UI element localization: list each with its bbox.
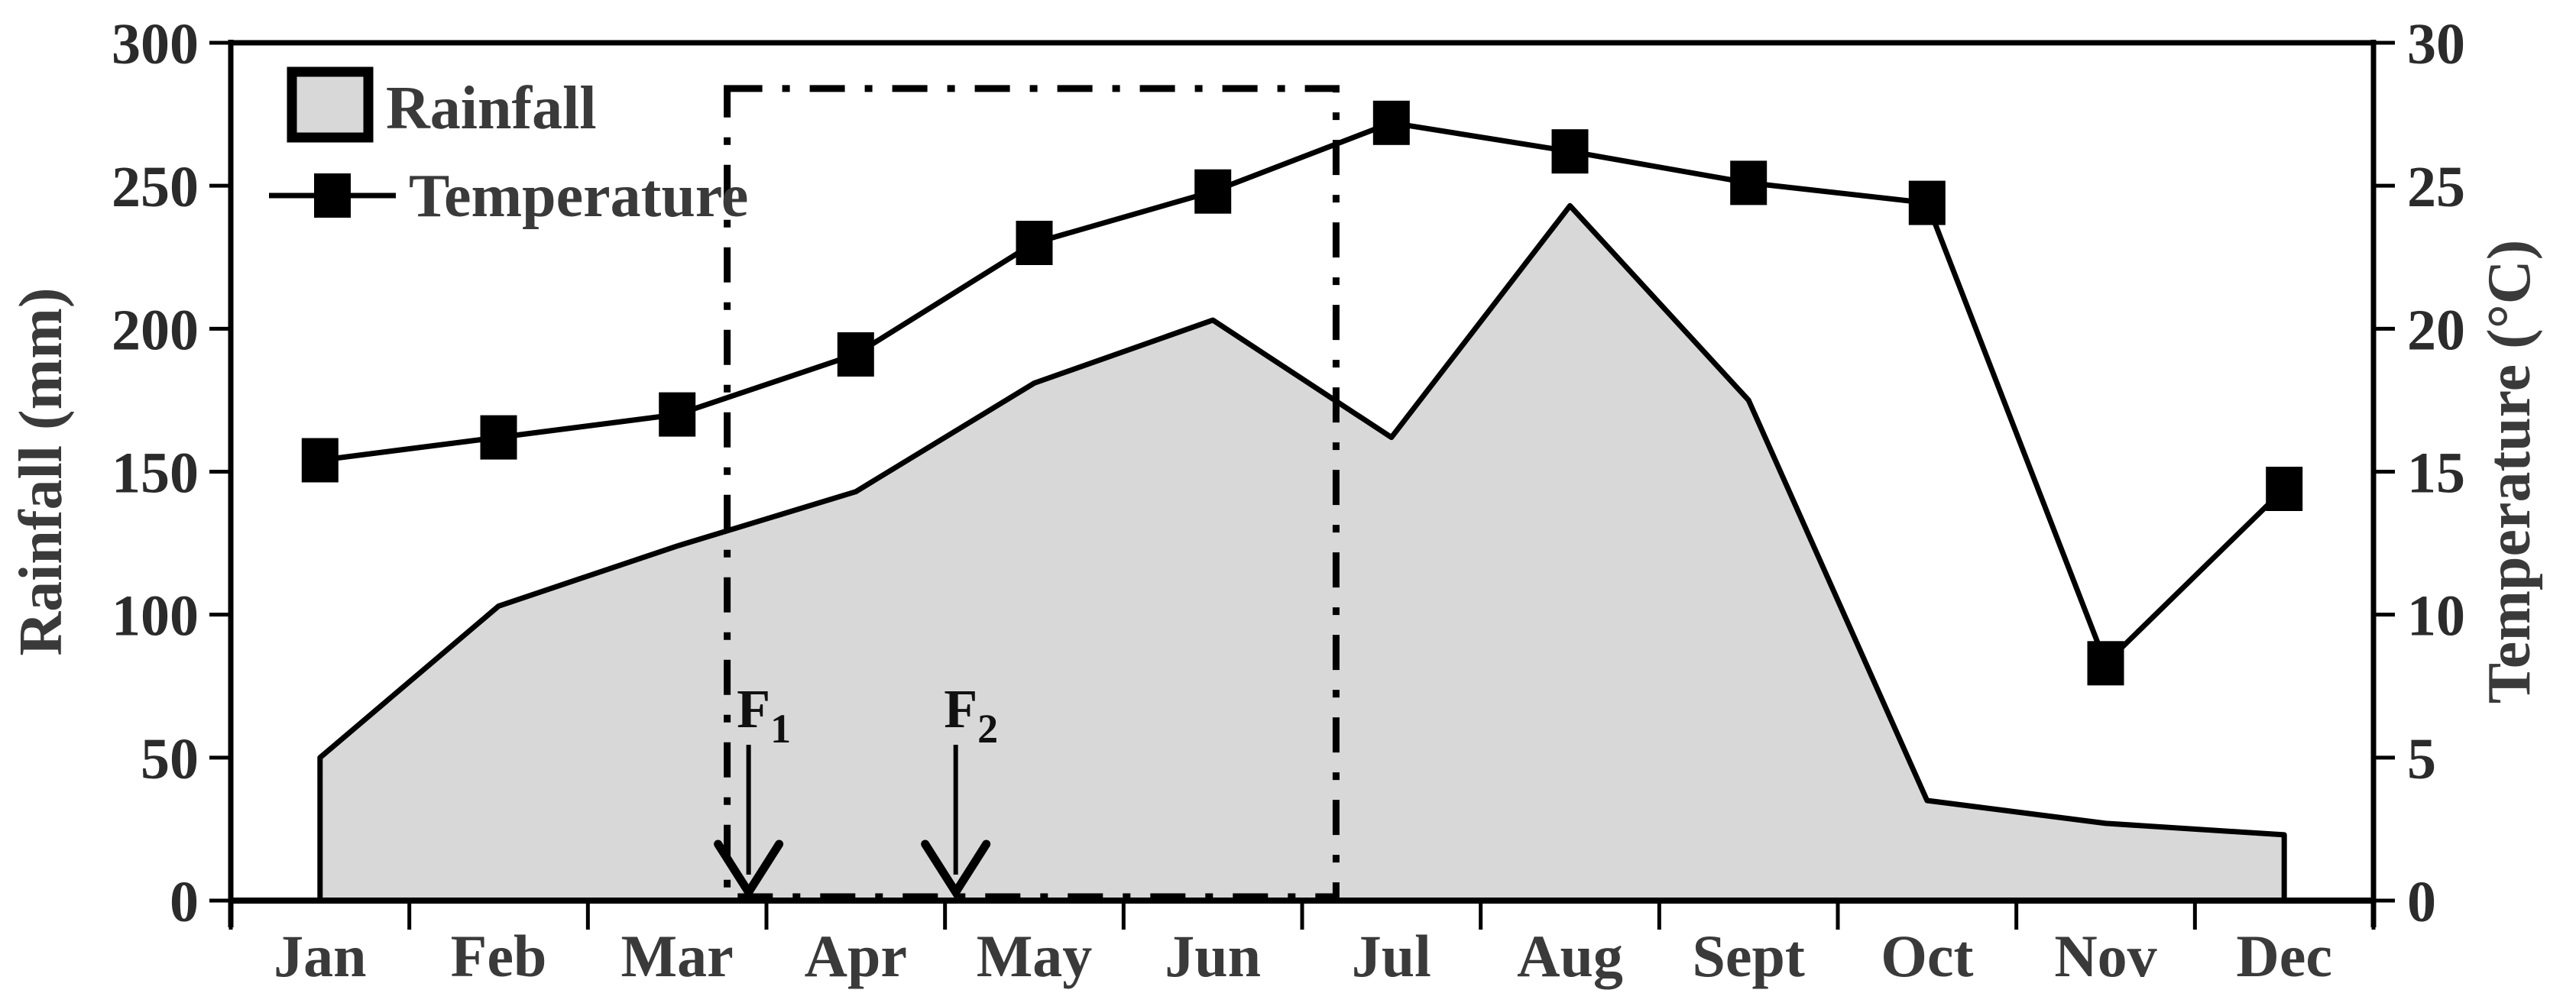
legend-rainfall-label: Rainfall (386, 75, 597, 142)
left-tick-label: 200 (112, 298, 199, 362)
f1-arrow-head (714, 839, 784, 901)
month-label: Sept (1692, 923, 1804, 989)
right-tick-label: 20 (2407, 298, 2465, 362)
rainfall-area (317, 202, 2287, 904)
right-tick-label: 5 (2407, 727, 2436, 791)
f1-label: F1 (737, 678, 791, 752)
month-label: Mar (621, 923, 734, 989)
month-label: Dec (2236, 923, 2332, 989)
month-label: May (977, 923, 1093, 989)
temperature-marker (1908, 180, 1946, 225)
month-label: Jan (274, 923, 366, 989)
month-label: Feb (451, 923, 547, 989)
month-label: Aug (1517, 923, 1623, 989)
left-tick-label: 0 (170, 870, 199, 934)
month-label: Nov (2054, 923, 2156, 989)
f1-annotation: F1 (714, 678, 791, 901)
legend-temperature-label: Temperature (409, 163, 748, 230)
month-label: Apr (805, 923, 907, 989)
analysis-period-box (724, 85, 1340, 901)
left-tick-label: 300 (112, 12, 199, 76)
temperature-marker (2266, 467, 2303, 511)
f2-annotation: F2 (921, 678, 998, 901)
temperature-marker (301, 438, 339, 483)
legend-rainfall-swatch (287, 66, 374, 143)
right-tick-label: 25 (2407, 155, 2465, 219)
month-label: Jun (1165, 923, 1261, 989)
left-tick-label: 100 (112, 584, 199, 649)
temperature-marker (1194, 169, 1232, 214)
right-axis-title: Temperature (°C) (2476, 240, 2543, 704)
temperature-marker (2087, 641, 2124, 686)
temperature-marker (659, 392, 696, 437)
left-tick-label: 250 (112, 155, 199, 219)
right-tick-label: 0 (2407, 870, 2436, 934)
f2-label: F2 (944, 678, 998, 752)
f2-arrow-head (921, 839, 991, 901)
legend-temperature-marker (314, 173, 351, 218)
month-label: Oct (1881, 923, 1973, 989)
month-label: Jul (1352, 923, 1431, 989)
temperature-marker (1551, 129, 1589, 174)
temperature-marker (1372, 100, 1410, 145)
temperature-marker (1016, 221, 1053, 265)
legend (269, 66, 396, 218)
temperature-marker (1730, 160, 1768, 205)
temperature-marker (837, 332, 874, 377)
temperature-marker (480, 415, 517, 460)
right-tick-label: 30 (2407, 12, 2465, 76)
temperature-line (319, 120, 2286, 668)
left-tick-label: 150 (112, 442, 199, 506)
left-axis-title: Rainfall (mm) (8, 287, 75, 655)
right-tick-label: 15 (2407, 442, 2465, 506)
left-tick-label: 50 (141, 727, 199, 791)
right-tick-label: 10 (2407, 584, 2465, 649)
